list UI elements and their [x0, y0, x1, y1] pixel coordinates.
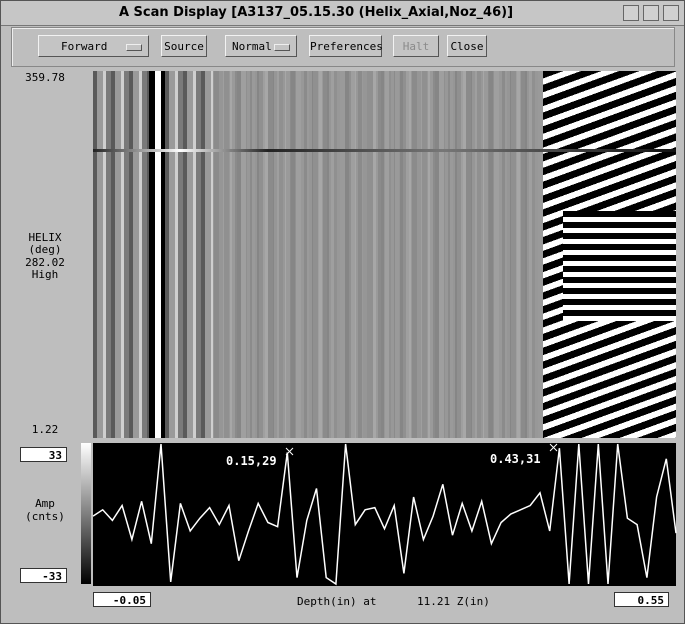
window-title: A Scan Display [A3137_05.15.30 (Helix_Ax…: [1, 5, 631, 20]
scan-texture: [213, 71, 543, 438]
button-label: Normal: [232, 40, 272, 53]
c-scan-image: [93, 71, 676, 438]
preferences-button[interactable]: Preferences: [309, 35, 382, 57]
a-scan-plot: 0.15,29 0.43,31: [81, 443, 677, 587]
window: A Scan Display [A3137_05.15.30 (Helix_Ax…: [0, 0, 685, 624]
maximize[interactable]: [663, 5, 679, 21]
axis-unit: (deg): [10, 243, 80, 256]
title-bar: A Scan Display [A3137_05.15.30 (Helix_Ax…: [1, 1, 684, 26]
minimize[interactable]: [643, 5, 659, 21]
cursor-readout: 0.43,31: [490, 452, 541, 466]
cursor-readout: 0.15,29: [226, 454, 277, 468]
source-button[interactable]: Source: [161, 35, 207, 57]
amp-max: 33: [20, 447, 67, 462]
scan-texture: [563, 211, 676, 321]
amp-unit: (cnts): [10, 510, 80, 523]
window-menu[interactable]: [623, 5, 639, 21]
button-label: Forward: [61, 40, 107, 53]
depth-start: -0.05: [93, 592, 151, 607]
z-value: 11.21 Z(in): [417, 595, 490, 608]
amp-label: Amp: [10, 497, 80, 510]
amp-color-bar: [81, 443, 91, 584]
mode-menu[interactable]: Normal: [225, 35, 297, 57]
close-button[interactable]: Close: [447, 35, 487, 57]
helix-max: 359.78: [10, 71, 80, 84]
depth-end: 0.55: [614, 592, 669, 607]
halt-button: Halt: [393, 35, 439, 57]
plot-area: [93, 443, 676, 586]
gain: High: [10, 268, 80, 281]
scan-texture: [93, 149, 676, 152]
depth-label: Depth(in) at: [297, 595, 376, 608]
amp-min: -33: [20, 568, 67, 583]
direction-menu[interactable]: Forward: [38, 35, 149, 57]
helix-min: 1.22: [10, 423, 80, 436]
